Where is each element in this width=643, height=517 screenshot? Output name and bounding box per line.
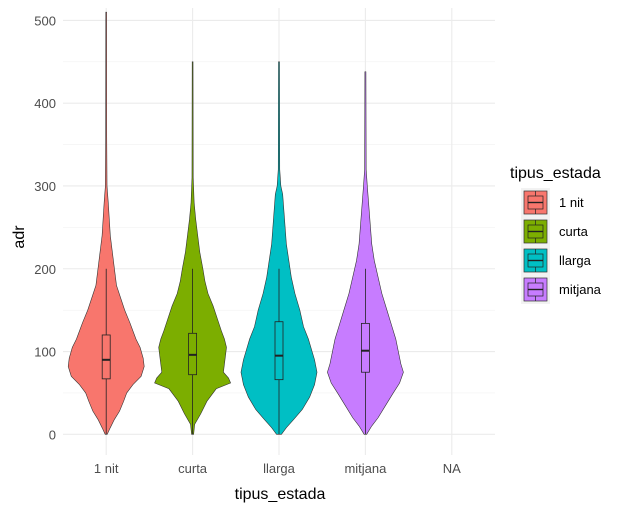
legend-item: 1 nit bbox=[521, 188, 584, 217]
legend-title: tipus_estada bbox=[510, 165, 601, 182]
violin-shape bbox=[240, 61, 318, 435]
x-tick-label: mitjana bbox=[344, 461, 387, 476]
x-tick-label: 1 nit bbox=[94, 461, 119, 476]
y-tick-label: 300 bbox=[34, 179, 56, 194]
legend-label: mitjana bbox=[559, 282, 602, 297]
y-tick-label: 400 bbox=[34, 96, 56, 111]
violin-shape bbox=[327, 71, 404, 435]
legend-item: mitjana bbox=[521, 275, 602, 304]
violin-group bbox=[67, 11, 145, 435]
y-tick-label: 200 bbox=[34, 262, 56, 277]
violin-group bbox=[154, 61, 231, 435]
x-tick-label: curta bbox=[178, 461, 208, 476]
legend: tipus_estada 1 nit curta llarga mitjana bbox=[510, 165, 602, 304]
legend-item: llarga bbox=[521, 246, 592, 275]
violin-shape bbox=[67, 11, 145, 435]
y-axis-title: adr bbox=[11, 225, 28, 249]
legend-label: 1 nit bbox=[559, 195, 584, 210]
x-tick-label: llarga bbox=[263, 461, 296, 476]
legend-label: curta bbox=[559, 224, 589, 239]
box-body bbox=[274, 321, 284, 381]
y-tick-label: 0 bbox=[49, 427, 56, 442]
legend-label: llarga bbox=[559, 253, 592, 268]
violin-layer bbox=[67, 11, 404, 435]
y-tick-label: 100 bbox=[34, 345, 56, 360]
legend-item: curta bbox=[521, 217, 589, 246]
x-tick-label: NA bbox=[443, 461, 461, 476]
axis-layer: 0 100 200 300 400 500 1 nit curta llarga mitjana N… bbox=[34, 13, 461, 476]
violin-group bbox=[240, 61, 318, 435]
y-tick-label: 500 bbox=[34, 13, 56, 28]
violin-group bbox=[327, 71, 404, 435]
box-body bbox=[360, 322, 370, 373]
violin-shape bbox=[154, 61, 231, 435]
x-axis-title: tipus_estada bbox=[235, 486, 326, 503]
legend-items: 1 nit curta llarga mitjana bbox=[521, 188, 602, 304]
box-body bbox=[101, 334, 111, 380]
